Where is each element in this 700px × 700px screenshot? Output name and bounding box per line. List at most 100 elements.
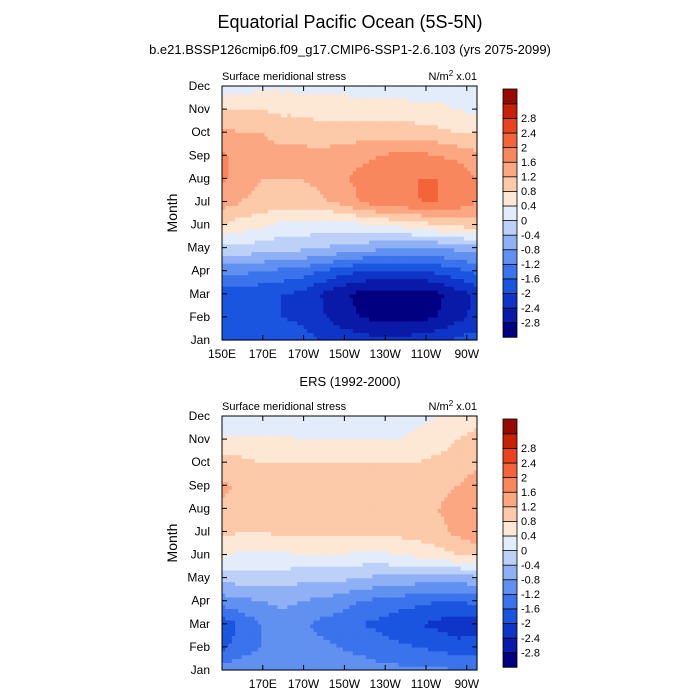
heatmap-cell xyxy=(454,128,458,133)
heatmap-cell xyxy=(316,205,321,210)
heatmap-cell xyxy=(437,147,442,153)
heatmap-cell xyxy=(375,143,380,149)
heatmap-cell xyxy=(418,293,423,299)
heatmap-cell xyxy=(411,182,416,187)
heatmap-cell xyxy=(346,93,351,99)
heatmap-cell xyxy=(225,324,230,330)
heatmap-cell xyxy=(284,162,288,168)
heatmap-cell xyxy=(359,289,364,295)
heatmap-cell xyxy=(427,328,432,333)
heatmap-cell xyxy=(333,139,338,145)
heatmap-cell xyxy=(434,232,439,237)
heatmap-cell xyxy=(326,316,331,322)
heatmap-cell xyxy=(434,201,439,206)
heatmap-cell xyxy=(336,309,341,314)
heatmap-cell xyxy=(388,332,393,337)
heatmap-cell xyxy=(323,301,328,306)
heatmap-cell xyxy=(378,263,383,268)
heatmap-cell xyxy=(293,239,298,245)
heatmap-cell xyxy=(280,266,285,272)
heatmap-cell xyxy=(411,136,416,141)
heatmap-cell xyxy=(356,151,360,156)
heatmap-cell xyxy=(411,112,416,118)
heatmap-cell xyxy=(333,243,338,249)
heatmap-cell xyxy=(231,332,236,337)
heatmap-cell xyxy=(277,316,282,322)
heatmap-cell xyxy=(388,101,393,106)
heatmap-cell xyxy=(378,159,383,164)
heatmap-cell xyxy=(267,228,272,233)
heatmap-cell xyxy=(313,162,318,168)
heatmap-cell xyxy=(225,239,230,245)
heatmap-cell xyxy=(313,289,318,295)
heatmap-cell xyxy=(248,320,253,326)
heatmap-cell xyxy=(323,320,328,326)
heatmap-cell xyxy=(421,332,426,337)
heatmap-cell xyxy=(385,112,390,118)
heatmap-cell xyxy=(463,309,468,314)
heatmap-cell xyxy=(251,139,256,145)
heatmap-cell xyxy=(316,116,321,122)
heatmap-cell xyxy=(362,228,367,233)
heatmap-cell xyxy=(241,120,246,126)
heatmap-cell xyxy=(411,159,416,164)
heatmap-cell xyxy=(427,116,432,122)
heatmap-cell xyxy=(359,282,364,287)
heatmap-cell xyxy=(388,174,393,179)
heatmap-cell xyxy=(274,193,279,199)
heatmap-cell xyxy=(274,174,279,179)
heatmap-cell xyxy=(349,93,354,99)
heatmap-cell xyxy=(231,236,236,241)
heatmap-cell xyxy=(235,278,239,283)
heatmap-cell xyxy=(454,93,458,99)
heatmap-cell xyxy=(441,247,445,253)
heatmap-cell xyxy=(352,270,357,276)
heatmap-cell xyxy=(421,189,426,195)
heatmap-cell xyxy=(271,305,275,310)
heatmap-cell xyxy=(447,251,452,256)
heatmap-cell xyxy=(473,93,478,99)
heatmap-cell xyxy=(228,132,233,137)
heatmap-cell xyxy=(388,236,393,241)
heatmap-cell xyxy=(460,324,465,330)
heatmap-cell xyxy=(349,97,354,102)
heatmap-cell xyxy=(421,266,426,272)
heatmap-cell xyxy=(257,209,262,214)
figure-subtitle: b.e21.BSSP126cmip6.f09_g17.CMIP6-SSP1-2.… xyxy=(149,42,551,57)
heatmap-cell xyxy=(342,332,347,337)
heatmap-cell xyxy=(434,174,439,179)
heatmap-cell xyxy=(385,320,390,326)
heatmap-cell xyxy=(437,255,442,260)
heatmap-cell xyxy=(257,251,262,256)
heatmap-cell xyxy=(362,224,367,229)
heatmap-cell xyxy=(378,255,383,260)
heatmap-cell xyxy=(437,193,442,199)
heatmap-cell xyxy=(238,159,243,164)
heatmap-cell xyxy=(235,213,239,218)
heatmap-cell xyxy=(277,247,282,253)
heatmap-cell xyxy=(356,274,360,280)
heatmap-cell xyxy=(372,174,377,179)
heatmap-cell xyxy=(369,274,373,280)
heatmap-cell xyxy=(277,259,282,264)
heatmap-cell xyxy=(329,93,334,99)
heatmap-cell xyxy=(467,216,472,222)
heatmap-cell xyxy=(261,143,266,149)
heatmap-cell xyxy=(408,105,413,110)
heatmap-cell xyxy=(287,282,292,287)
heatmap-cell xyxy=(427,178,432,183)
heatmap-cell xyxy=(398,220,403,226)
heatmap-cell xyxy=(297,286,302,291)
heatmap-cell xyxy=(257,197,262,203)
heatmap-cell xyxy=(307,143,311,149)
heatmap-cell xyxy=(427,193,432,199)
heatmap-cell xyxy=(431,174,436,179)
heatmap-cell xyxy=(320,197,324,203)
heatmap-cell xyxy=(382,228,387,233)
heatmap-cell xyxy=(271,209,275,214)
heatmap-cell xyxy=(271,213,275,218)
heatmap-cell xyxy=(310,166,315,172)
heatmap-cell xyxy=(271,112,275,118)
heatmap-cell xyxy=(284,274,288,280)
heatmap-cell xyxy=(254,162,259,168)
